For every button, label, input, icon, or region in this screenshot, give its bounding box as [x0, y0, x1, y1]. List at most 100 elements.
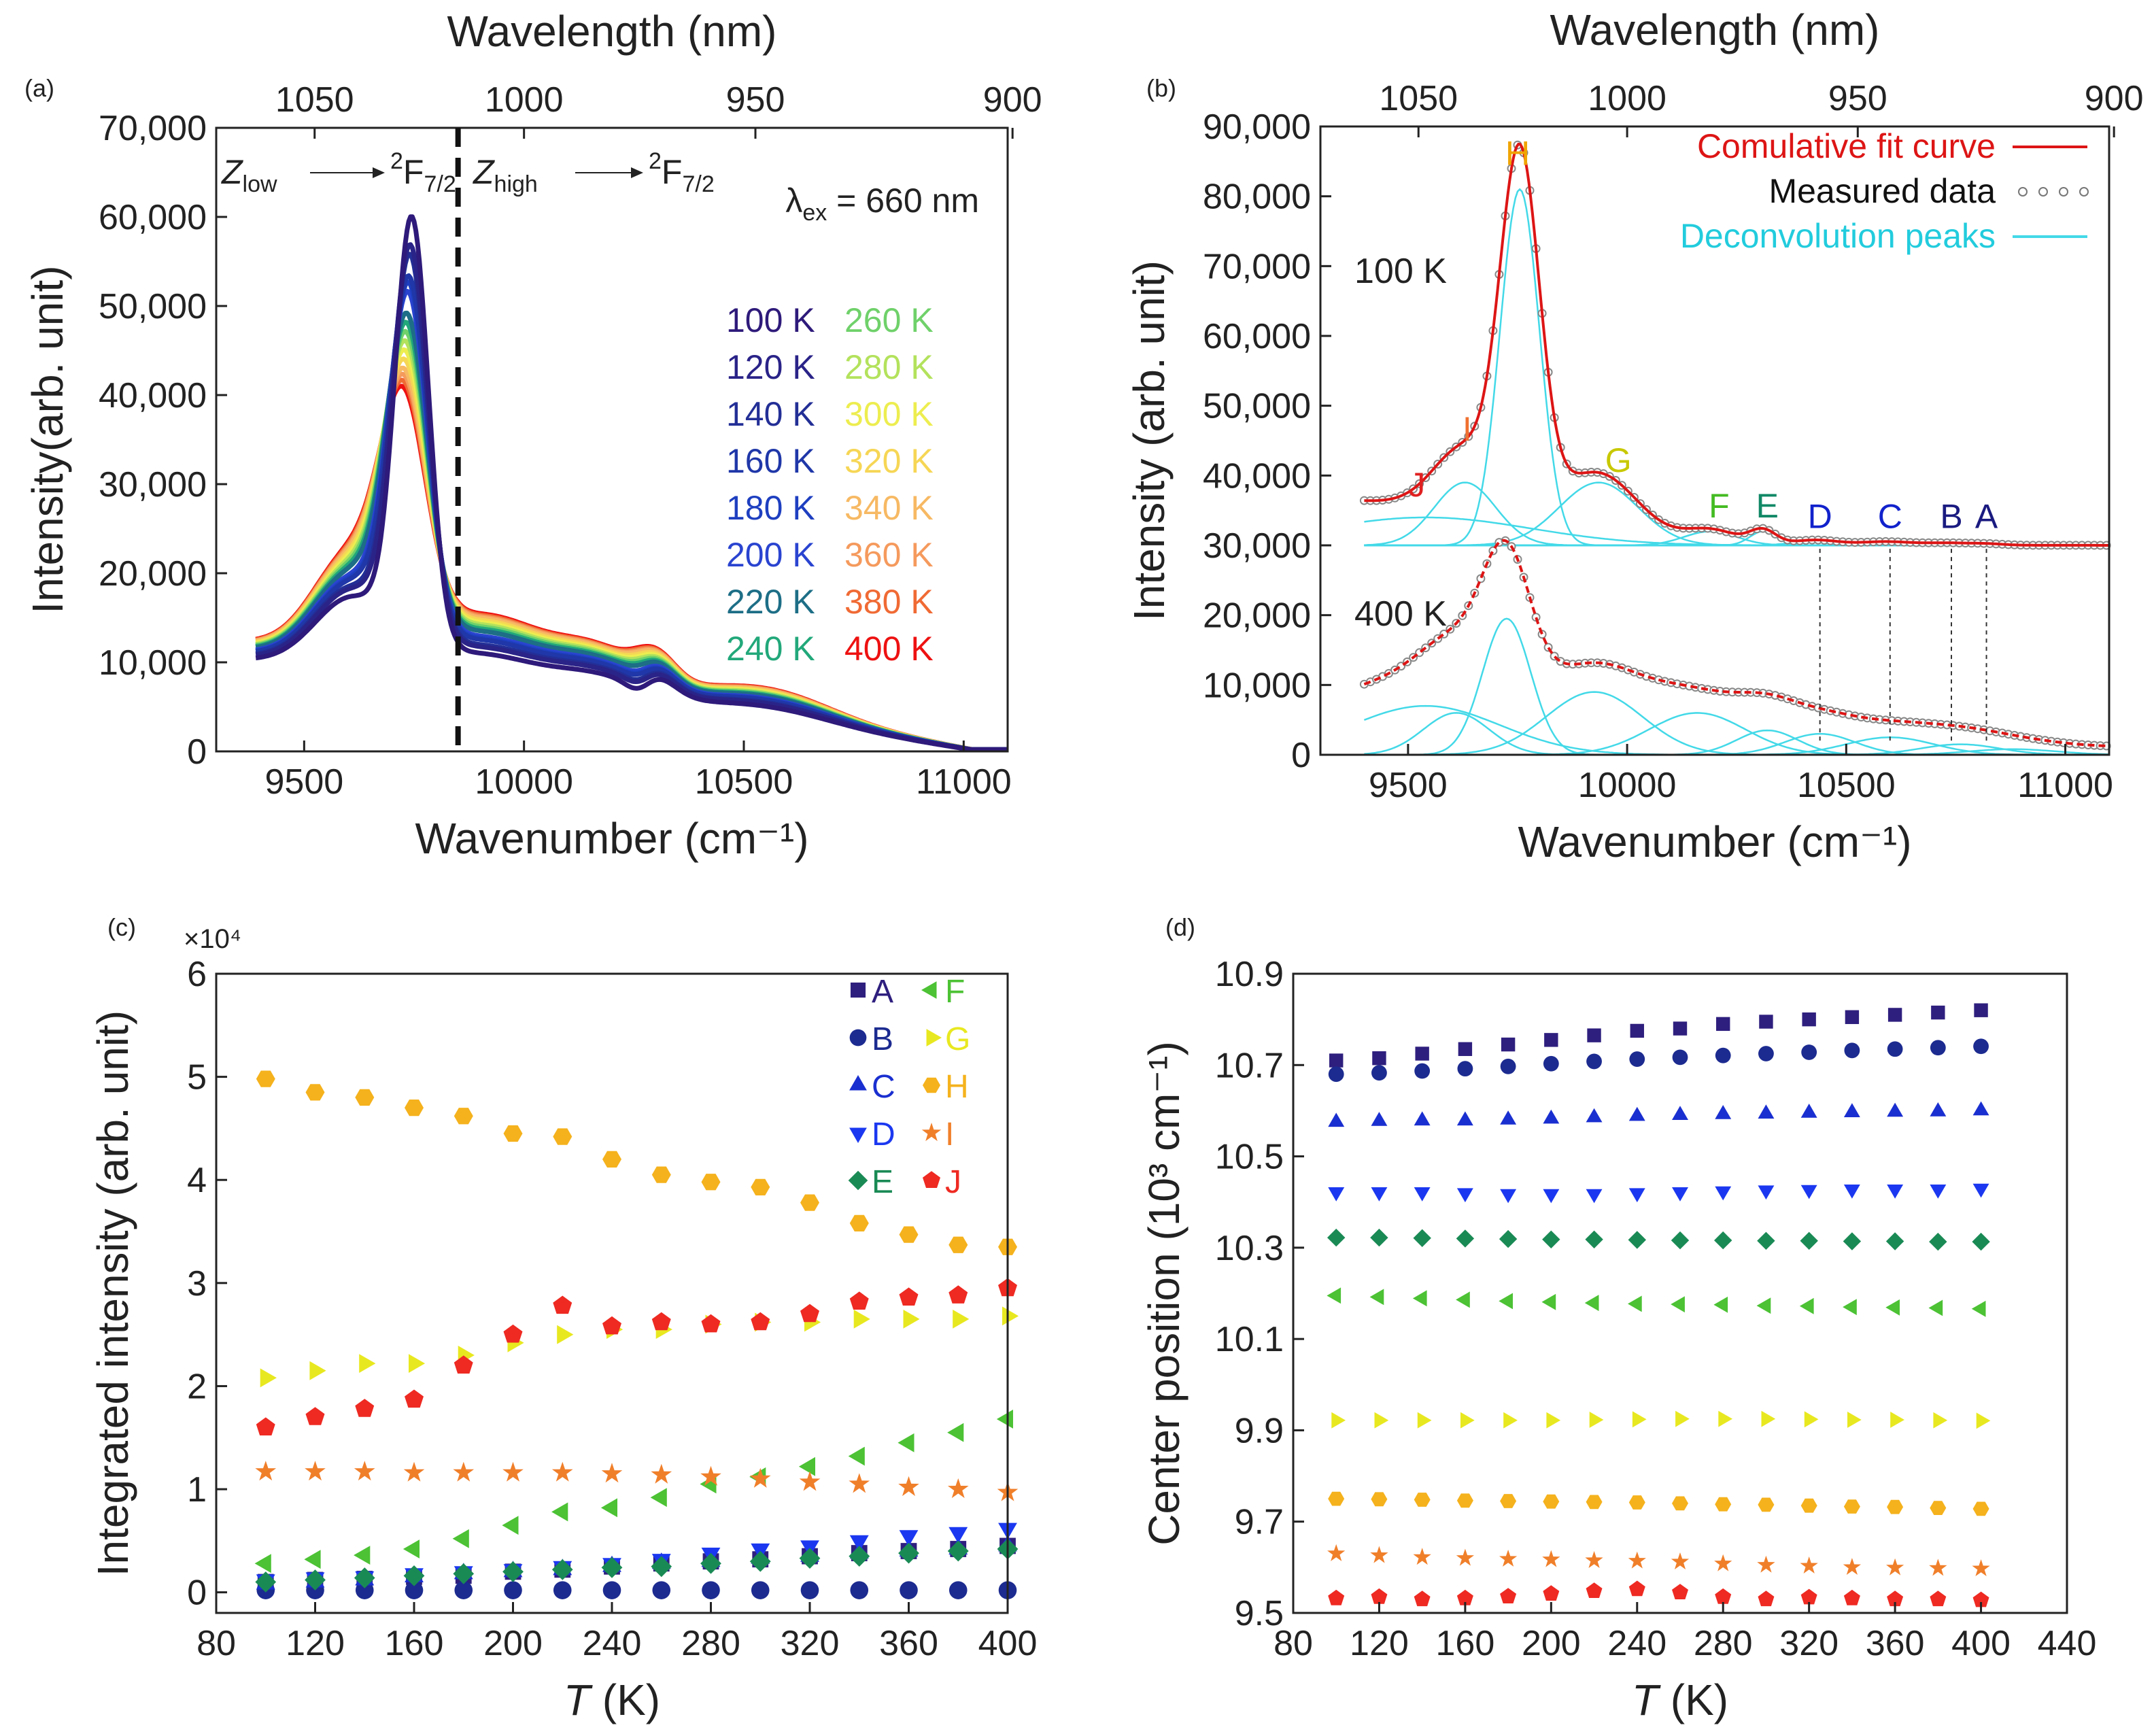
data-point-b: [1801, 1044, 1817, 1060]
data-point-a: [1501, 1037, 1516, 1052]
data-point-e: [1885, 1232, 1904, 1250]
panel-b: (b) 9500 10000 10500 11000 0 10,000 20,000 30,00…: [1125, 5, 2144, 866]
data-point-c: [1843, 1103, 1860, 1117]
x-tick-label: 120: [1350, 1624, 1409, 1663]
data-point-j: [701, 1314, 721, 1333]
top-axis-title: Wavelength (nm): [447, 7, 777, 56]
data-point-j: [849, 1291, 869, 1310]
data-point-b: [553, 1581, 572, 1599]
x-axis-variable: T: [564, 1675, 593, 1724]
data-point-f: [403, 1539, 420, 1559]
legend-entry: 340 K: [844, 489, 934, 527]
y-axis-title: Intensity(arb. unit): [23, 265, 72, 613]
data-point-e: [1413, 1229, 1431, 1247]
data-point-e: [1843, 1232, 1862, 1250]
data-point-b: [1328, 1066, 1344, 1083]
data-point-e: [1671, 1231, 1690, 1250]
data-point-h: [454, 1108, 473, 1125]
data-point-e: [1972, 1232, 1990, 1251]
data-point-f: [354, 1546, 371, 1565]
data-point-i: [1886, 1558, 1904, 1576]
legend-entry: 400 K: [844, 630, 934, 668]
x-tick-label: 160: [1436, 1624, 1495, 1663]
data-point-f: [1799, 1297, 1814, 1314]
data-point-i: [1671, 1552, 1690, 1569]
data-point-g: [309, 1361, 326, 1380]
data-point-i: [947, 1478, 969, 1499]
data-point-i: [700, 1465, 721, 1486]
data-point-j: [1715, 1588, 1732, 1604]
x-tick-label: 240: [1607, 1624, 1666, 1663]
data-point-g: [1503, 1412, 1518, 1429]
x-tick-label: 10500: [1797, 766, 1896, 805]
y-tick-label: 90,000: [1203, 107, 1311, 147]
data-point-e: [749, 1550, 771, 1572]
data-point-g: [1804, 1411, 1819, 1428]
z-symbol: Z: [473, 153, 495, 191]
data-point-g: [1417, 1412, 1432, 1429]
data-point-a: [1458, 1042, 1473, 1056]
data-point-h: [651, 1166, 671, 1183]
peak-label: E: [1756, 487, 1779, 525]
top-tick-label: 950: [1828, 79, 1887, 118]
data-point-f: [551, 1502, 568, 1522]
data-point-f: [1671, 1296, 1685, 1313]
data-point-i: [1929, 1559, 1947, 1576]
data-point-f: [1756, 1297, 1771, 1314]
y-tick-label: 40,000: [1203, 456, 1311, 496]
data-point-f: [947, 1423, 964, 1442]
data-point-i: [601, 1463, 623, 1483]
data-point-b: [1672, 1049, 1688, 1066]
data-point-j: [751, 1312, 770, 1331]
data-point-b: [1586, 1053, 1602, 1070]
data-point-a: [1630, 1023, 1644, 1038]
data-point-i: [799, 1471, 821, 1491]
data-point-f: [1628, 1295, 1642, 1312]
data-point-c: [1758, 1104, 1775, 1119]
data-point-i: [354, 1461, 375, 1481]
y-tick-label: 80,000: [1203, 177, 1311, 217]
data-point-e: [1757, 1231, 1775, 1250]
data-point-g: [1546, 1412, 1561, 1429]
data-point-d: [1543, 1189, 1560, 1204]
legend-entry: 260 K: [844, 301, 934, 339]
legend-label: E: [872, 1164, 893, 1200]
legend-entry: 120 K: [726, 348, 815, 386]
data-point-d: [1586, 1189, 1603, 1204]
data-point-j: [1328, 1589, 1345, 1605]
x-axis-unit: (K): [1658, 1675, 1728, 1724]
lambda-subscript: ex: [802, 200, 827, 226]
data-point-j: [1843, 1589, 1860, 1605]
x-tick-label: 360: [1866, 1624, 1925, 1663]
legend-entry: 220 K: [726, 583, 815, 621]
legend-label: Comulative fit curve: [1697, 127, 1996, 165]
y-tick-label: 10,000: [1203, 666, 1311, 705]
transition-label-high-term: 2F7/2: [649, 148, 715, 197]
y-axis-title: Intensity (arb. unit): [1125, 260, 1174, 621]
peak-label: G: [1605, 441, 1632, 479]
data-point-e: [700, 1552, 721, 1574]
legend-label: D: [872, 1117, 895, 1153]
data-point-b: [1500, 1058, 1516, 1074]
data-point-i: [255, 1461, 277, 1481]
data-point-i: [305, 1461, 326, 1481]
cumulative-fit-curve: [1364, 142, 2109, 547]
data-point-h: [1543, 1494, 1560, 1509]
data-point-e: [551, 1559, 573, 1580]
data-point-e: [1929, 1232, 1947, 1251]
legend-label: A: [872, 974, 893, 1010]
panel-a: (a) 9500 10000 10500 11000 0 10,000 20,000 30,00…: [23, 7, 1042, 863]
data-point-j: [305, 1407, 325, 1425]
data-point-h: [602, 1151, 621, 1168]
data-point-h: [751, 1178, 770, 1195]
legend-label: I: [945, 1117, 954, 1153]
y-tick-label: 50,000: [1203, 387, 1311, 426]
data-point-j: [1887, 1590, 1904, 1607]
data-point-d: [1930, 1185, 1947, 1199]
data-point-f: [1499, 1293, 1513, 1310]
term-letter: F: [403, 153, 424, 191]
data-point-j: [1930, 1590, 1947, 1607]
data-point-g: [1331, 1412, 1346, 1429]
data-point-g: [1718, 1410, 1732, 1427]
legend-data-swatch: [2059, 187, 2068, 197]
